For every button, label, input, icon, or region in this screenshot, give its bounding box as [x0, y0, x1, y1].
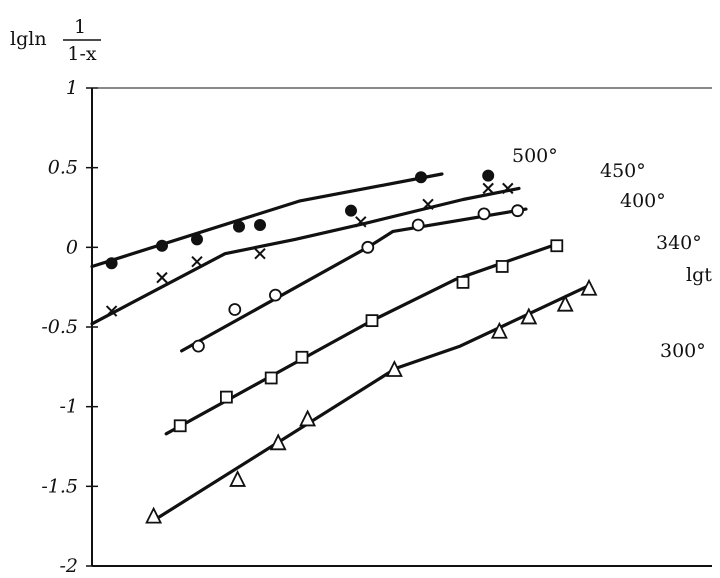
data-point-triangle — [299, 409, 317, 427]
y-tick-label: 1 — [66, 77, 78, 99]
data-point-cross — [422, 198, 434, 211]
data-point-cross — [482, 182, 494, 195]
data-point-triangle — [556, 294, 574, 312]
y-tick-label: -2 — [59, 555, 78, 574]
y-tick-label: -0.5 — [41, 316, 78, 338]
data-point-circle — [411, 218, 425, 232]
y-axis-label-prefix: lgln — [10, 28, 47, 50]
data-point-cross — [502, 182, 514, 195]
data-point-triangle — [229, 469, 247, 487]
data-point-circle — [511, 204, 524, 218]
data-point-filled-circle — [345, 204, 357, 217]
data-point-triangle — [385, 360, 403, 377]
data-point-cross — [254, 247, 266, 260]
data-point-filled-circle — [105, 257, 118, 270]
data-point-cross — [355, 216, 367, 228]
data-point-circle — [361, 240, 375, 254]
data-point-triangle — [580, 278, 598, 296]
y-axis-label-numerator: 1 — [74, 16, 86, 38]
data-point-square — [219, 390, 233, 404]
data-point-filled-circle — [191, 233, 203, 246]
data-point-filled-circle — [254, 219, 266, 232]
y-ticks: 1 0.5 0 -0.5 -1 -1.5 -2 — [41, 77, 98, 577]
y-tick-label: 0 — [66, 236, 78, 258]
data-point-triangle — [490, 321, 508, 339]
data-point-square — [365, 314, 379, 328]
series-label: 300° — [660, 340, 706, 362]
data-point-square — [550, 239, 564, 253]
data-point-cross — [191, 255, 203, 268]
data-point-filled-circle — [482, 169, 495, 182]
data-point-cross — [156, 271, 168, 284]
data-point-square — [295, 350, 309, 364]
data-point-circle — [228, 303, 242, 316]
y-axis-label-denominator: 1-x — [67, 43, 97, 65]
series-line — [90, 172, 444, 269]
series-label: 450° — [600, 160, 646, 182]
data-point-triangle — [145, 506, 163, 524]
data-point-filled-circle — [156, 239, 168, 252]
y-tick-label: -1 — [59, 396, 78, 418]
data-point-circle — [477, 207, 491, 221]
data-point-circle — [191, 339, 205, 353]
series-lines — [90, 172, 591, 524]
series-label: 400° — [620, 190, 666, 212]
series-labels: 500° 450° 400° 340° 300° — [512, 145, 706, 362]
data-point-circle — [268, 288, 282, 302]
data-point-square — [495, 260, 509, 273]
series-label: 340° — [656, 232, 702, 254]
y-axis-label: lgln 1 1-x — [10, 16, 101, 65]
x-axis-label: lgt — [686, 264, 712, 286]
y-tick-label: -1.5 — [41, 475, 78, 497]
data-point-square — [173, 419, 187, 433]
data-point-triangle — [269, 433, 287, 451]
data-point-square — [264, 371, 278, 385]
data-point-filled-circle — [233, 220, 245, 233]
series-label: 500° — [512, 145, 558, 167]
y-tick-label: 0.5 — [48, 157, 78, 179]
data-point-cross — [105, 305, 118, 317]
data-point-filled-circle — [415, 171, 427, 184]
data-point-square — [456, 275, 470, 289]
series-line — [90, 186, 521, 326]
series-markers — [105, 169, 598, 524]
data-point-triangle — [520, 307, 538, 325]
